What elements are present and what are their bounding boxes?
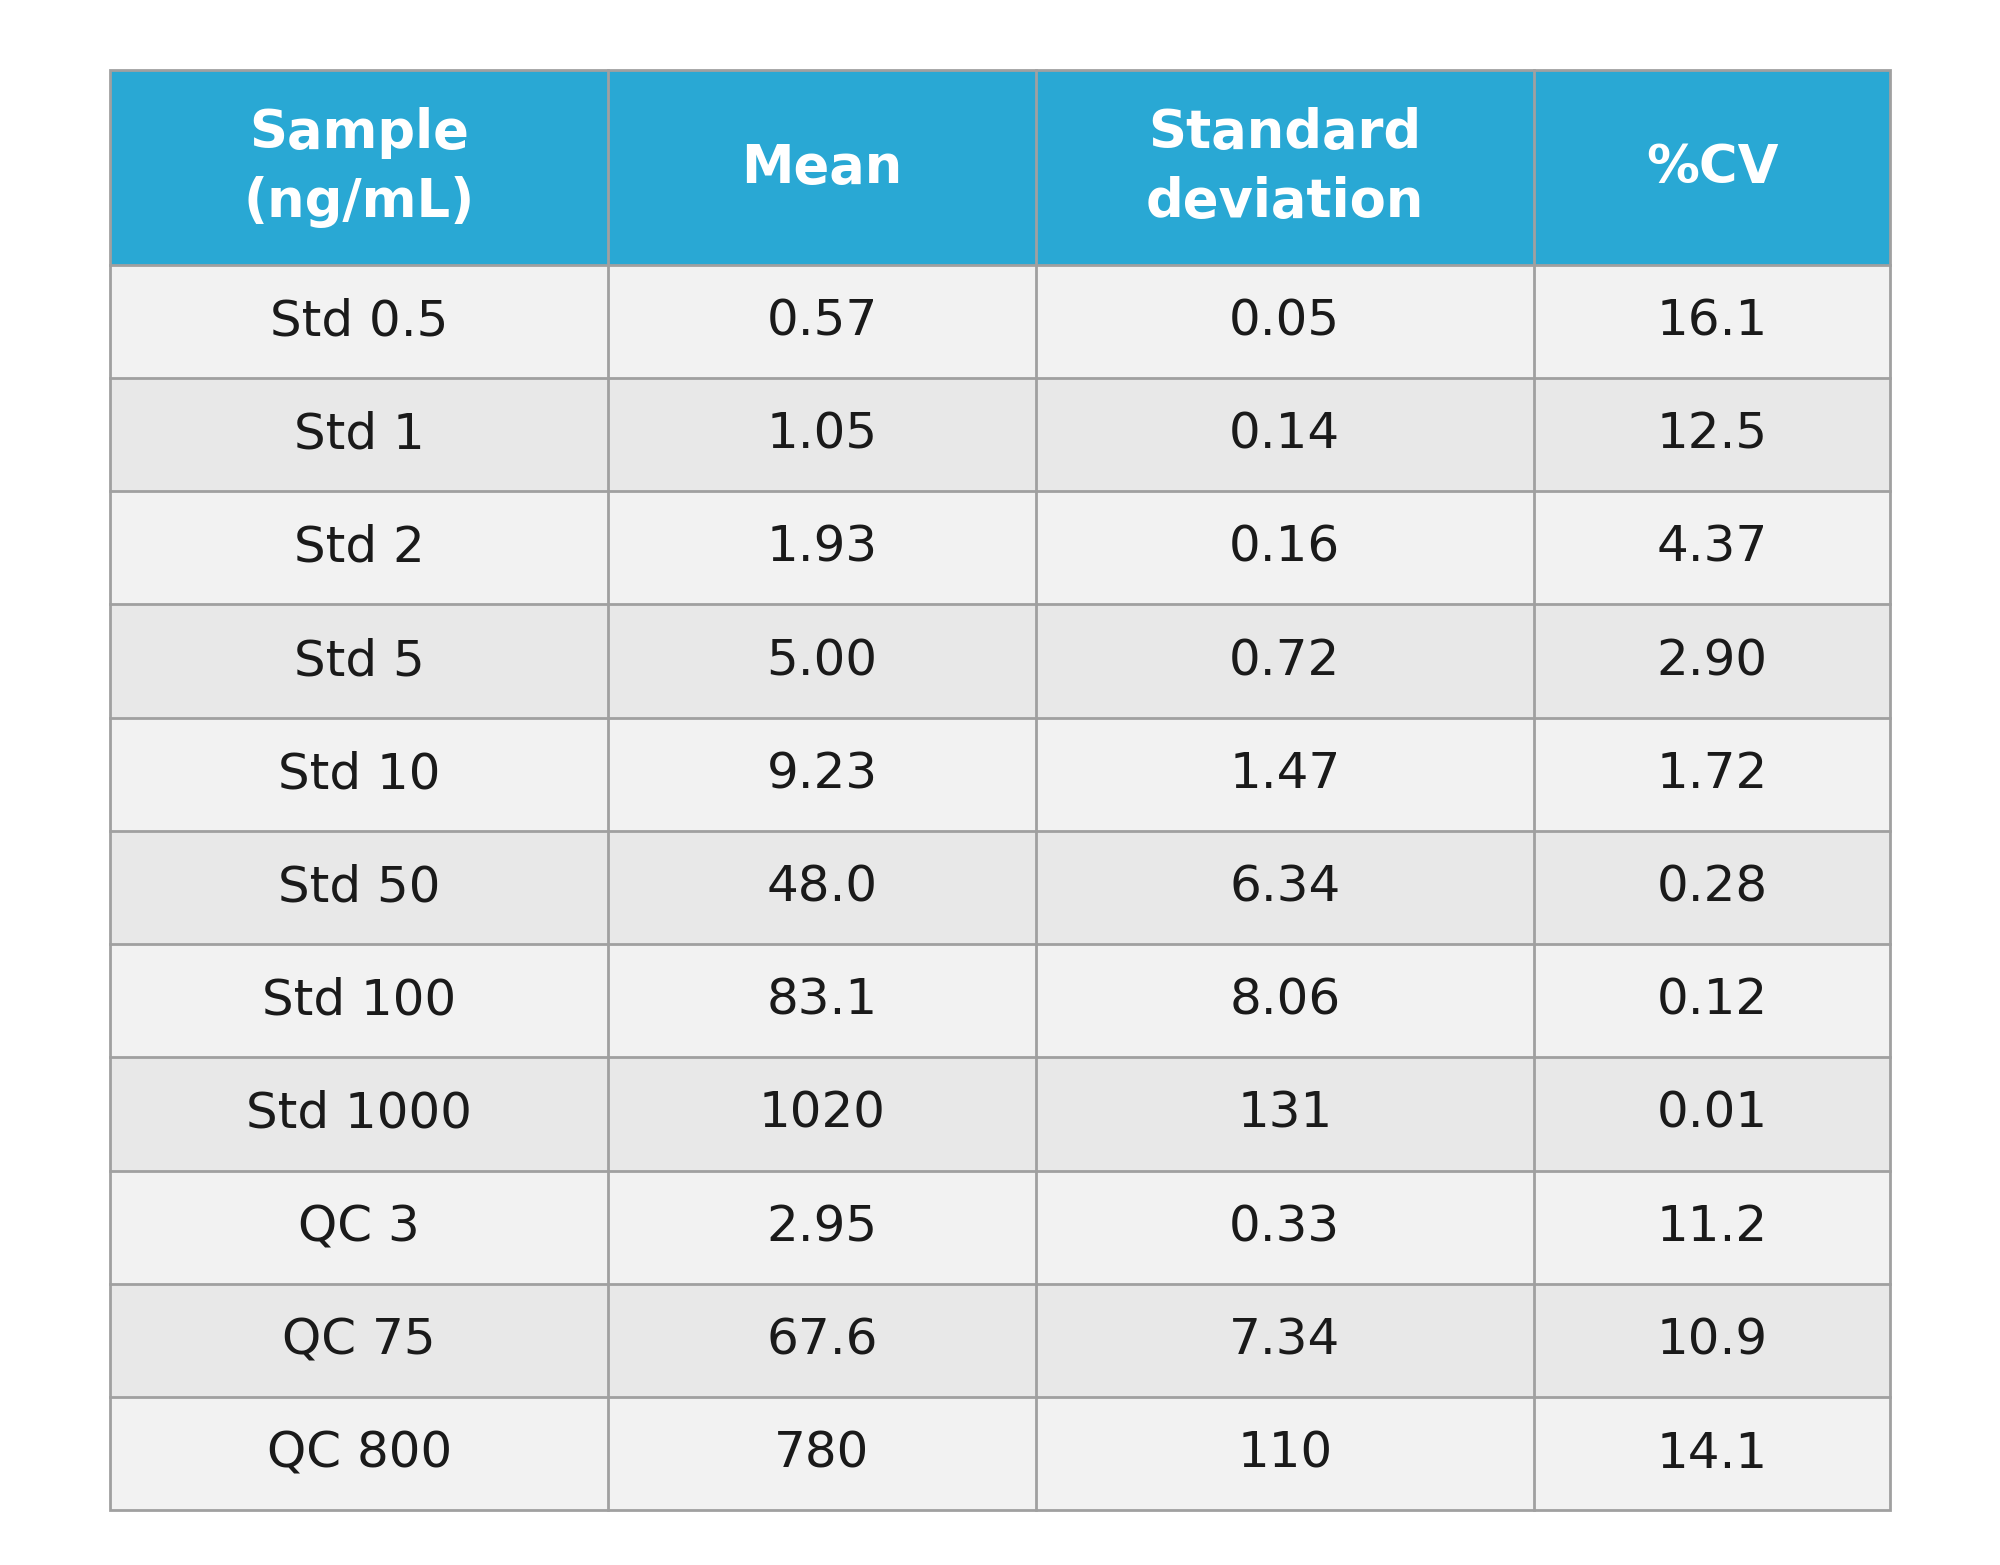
Bar	[110, 1283, 608, 1398]
Bar	[608, 604, 1036, 718]
Text: QC 75: QC 75	[282, 1316, 436, 1365]
Text: 1.93: 1.93	[766, 524, 878, 571]
Bar	[1036, 1171, 1534, 1283]
Bar	[110, 491, 608, 604]
Bar	[608, 1283, 1036, 1398]
Bar	[608, 831, 1036, 944]
Text: Std 1: Std 1	[294, 410, 424, 459]
Bar	[1534, 379, 1890, 491]
Text: 2.90: 2.90	[1656, 637, 1768, 685]
Bar	[608, 718, 1036, 831]
Bar	[110, 944, 608, 1058]
Bar	[1036, 1283, 1534, 1398]
Text: Sample
(ng/mL): Sample (ng/mL)	[244, 108, 474, 228]
Text: QC 800: QC 800	[266, 1429, 452, 1477]
Text: Std 2: Std 2	[294, 524, 424, 571]
Bar	[1534, 831, 1890, 944]
Bar	[1036, 944, 1534, 1058]
Text: 11.2: 11.2	[1656, 1203, 1768, 1250]
Bar	[608, 70, 1036, 264]
Text: 10.9: 10.9	[1656, 1316, 1768, 1365]
Bar	[110, 604, 608, 718]
Text: 0.33: 0.33	[1230, 1203, 1340, 1250]
Bar	[110, 1058, 608, 1171]
Text: 5.00: 5.00	[766, 637, 878, 685]
Bar	[110, 379, 608, 491]
Text: 0.01: 0.01	[1656, 1089, 1768, 1138]
Text: 2.95: 2.95	[766, 1203, 878, 1250]
Bar	[1534, 264, 1890, 379]
Text: 0.28: 0.28	[1656, 864, 1768, 911]
Text: Std 0.5: Std 0.5	[270, 297, 448, 346]
Bar	[1036, 491, 1534, 604]
Text: 1.47: 1.47	[1230, 750, 1340, 798]
Text: Standard
deviation: Standard deviation	[1146, 108, 1424, 228]
Text: 131: 131	[1238, 1089, 1332, 1138]
Bar	[1036, 264, 1534, 379]
Text: 4.37: 4.37	[1656, 524, 1768, 571]
Bar	[1534, 718, 1890, 831]
Text: %CV: %CV	[1646, 141, 1778, 194]
Bar	[1534, 1058, 1890, 1171]
Bar	[1534, 1171, 1890, 1283]
Text: 67.6: 67.6	[766, 1316, 878, 1365]
Bar	[1534, 944, 1890, 1058]
Text: Std 100: Std 100	[262, 977, 456, 1025]
Bar	[1534, 70, 1890, 264]
Text: 12.5: 12.5	[1656, 410, 1768, 459]
Text: 6.34: 6.34	[1230, 864, 1340, 911]
Bar	[608, 379, 1036, 491]
Text: 48.0: 48.0	[766, 864, 878, 911]
Bar	[1036, 604, 1534, 718]
Bar	[110, 1171, 608, 1283]
Text: 7.34: 7.34	[1230, 1316, 1340, 1365]
Bar	[608, 1398, 1036, 1510]
Bar	[1534, 1398, 1890, 1510]
Text: 8.06: 8.06	[1230, 977, 1340, 1025]
Bar	[608, 491, 1036, 604]
Bar	[110, 831, 608, 944]
Text: Std 50: Std 50	[278, 864, 440, 911]
Bar	[1534, 1283, 1890, 1398]
Text: Std 10: Std 10	[278, 750, 440, 798]
Bar	[110, 718, 608, 831]
Bar	[110, 1398, 608, 1510]
Bar	[110, 70, 1890, 1510]
Text: Std 5: Std 5	[294, 637, 424, 685]
Text: Mean: Mean	[742, 141, 902, 194]
Bar	[1036, 831, 1534, 944]
Bar	[1534, 604, 1890, 718]
Text: 83.1: 83.1	[766, 977, 878, 1025]
Text: 9.23: 9.23	[766, 750, 878, 798]
Text: 1.05: 1.05	[766, 410, 878, 459]
Bar	[1036, 70, 1534, 264]
Bar	[110, 70, 608, 264]
Text: 0.05: 0.05	[1230, 297, 1340, 346]
Text: QC 3: QC 3	[298, 1203, 420, 1250]
Bar	[608, 1058, 1036, 1171]
Bar	[1036, 1058, 1534, 1171]
Text: 0.16: 0.16	[1230, 524, 1340, 571]
Bar	[608, 944, 1036, 1058]
Text: 1.72: 1.72	[1656, 750, 1768, 798]
Bar	[608, 264, 1036, 379]
Bar	[1036, 1398, 1534, 1510]
Text: 780: 780	[774, 1429, 870, 1477]
Text: 16.1: 16.1	[1656, 297, 1768, 346]
Text: 0.14: 0.14	[1230, 410, 1340, 459]
Text: 0.72: 0.72	[1230, 637, 1340, 685]
Text: 110: 110	[1238, 1429, 1332, 1477]
Text: 0.57: 0.57	[766, 297, 878, 346]
Text: Std 1000: Std 1000	[246, 1089, 472, 1138]
Bar	[1036, 718, 1534, 831]
Bar	[608, 1171, 1036, 1283]
Bar	[1036, 379, 1534, 491]
Text: 1020: 1020	[758, 1089, 886, 1138]
Bar	[110, 264, 608, 379]
Bar	[1534, 491, 1890, 604]
Text: 0.12: 0.12	[1656, 977, 1768, 1025]
Text: 14.1: 14.1	[1656, 1429, 1768, 1477]
